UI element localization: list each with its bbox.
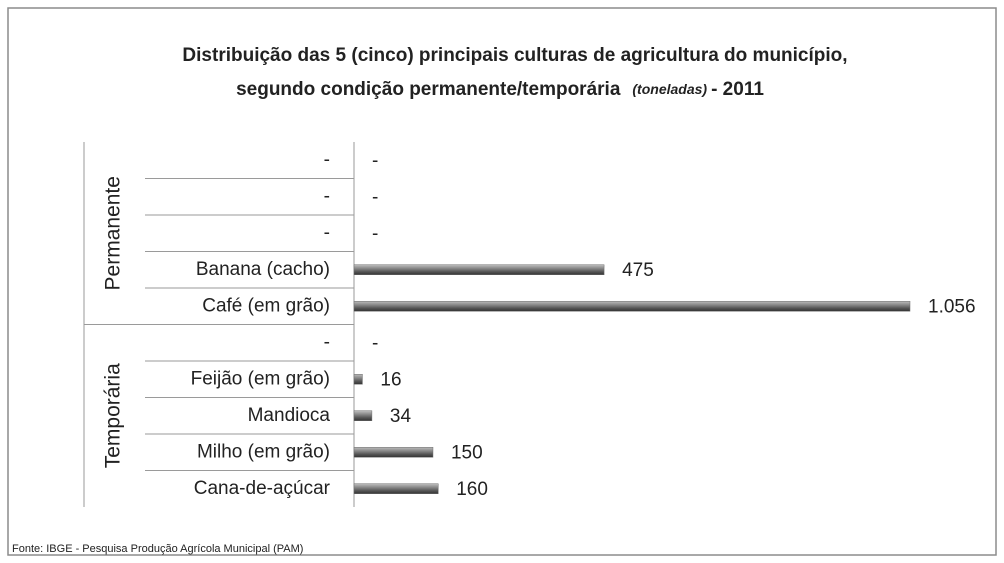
bar <box>353 301 911 312</box>
source: Fonte: IBGE - Pesquisa Produção Agrícola… <box>12 543 303 555</box>
category-label: Banana (cacho) <box>196 259 330 280</box>
category-label: - <box>324 332 330 353</box>
title-part: segundo condição permanente/temporária <box>236 79 621 100</box>
chart-title: Distribuição das 5 (cinco) principais cu… <box>182 45 847 66</box>
title-year: - 2011 <box>711 79 764 100</box>
value-label: 1.056 <box>928 296 976 317</box>
category-label: - <box>324 222 330 243</box>
category-label: - <box>324 149 330 170</box>
value-label: 160 <box>456 479 488 500</box>
category-label: Feijão (em grão) <box>191 368 330 389</box>
bar <box>353 374 363 385</box>
title-unit: (toneladas) <box>632 81 707 97</box>
value-label: 475 <box>622 260 654 281</box>
bar <box>353 447 434 458</box>
category-label: - <box>324 186 330 207</box>
bar <box>353 483 439 494</box>
category-label: Café (em grão) <box>202 295 330 316</box>
value-label: - <box>372 187 378 208</box>
group-label: Permanente <box>102 176 125 290</box>
chart-title: segundo condição permanente/temporária (t… <box>236 79 764 100</box>
value-label: - <box>372 150 378 171</box>
category-label: Milho (em grão) <box>197 441 330 462</box>
value-label: - <box>372 333 378 354</box>
value-label: 34 <box>390 406 412 427</box>
group-label: Temporária <box>102 363 125 468</box>
category-label: Mandioca <box>248 405 331 426</box>
value-label: 150 <box>451 442 483 463</box>
chart-frame <box>7 7 997 556</box>
bar <box>353 410 373 421</box>
value-label: - <box>372 223 378 244</box>
category-label: Cana-de-açúcar <box>194 478 331 499</box>
bar <box>353 264 605 275</box>
value-label: 16 <box>380 369 401 390</box>
